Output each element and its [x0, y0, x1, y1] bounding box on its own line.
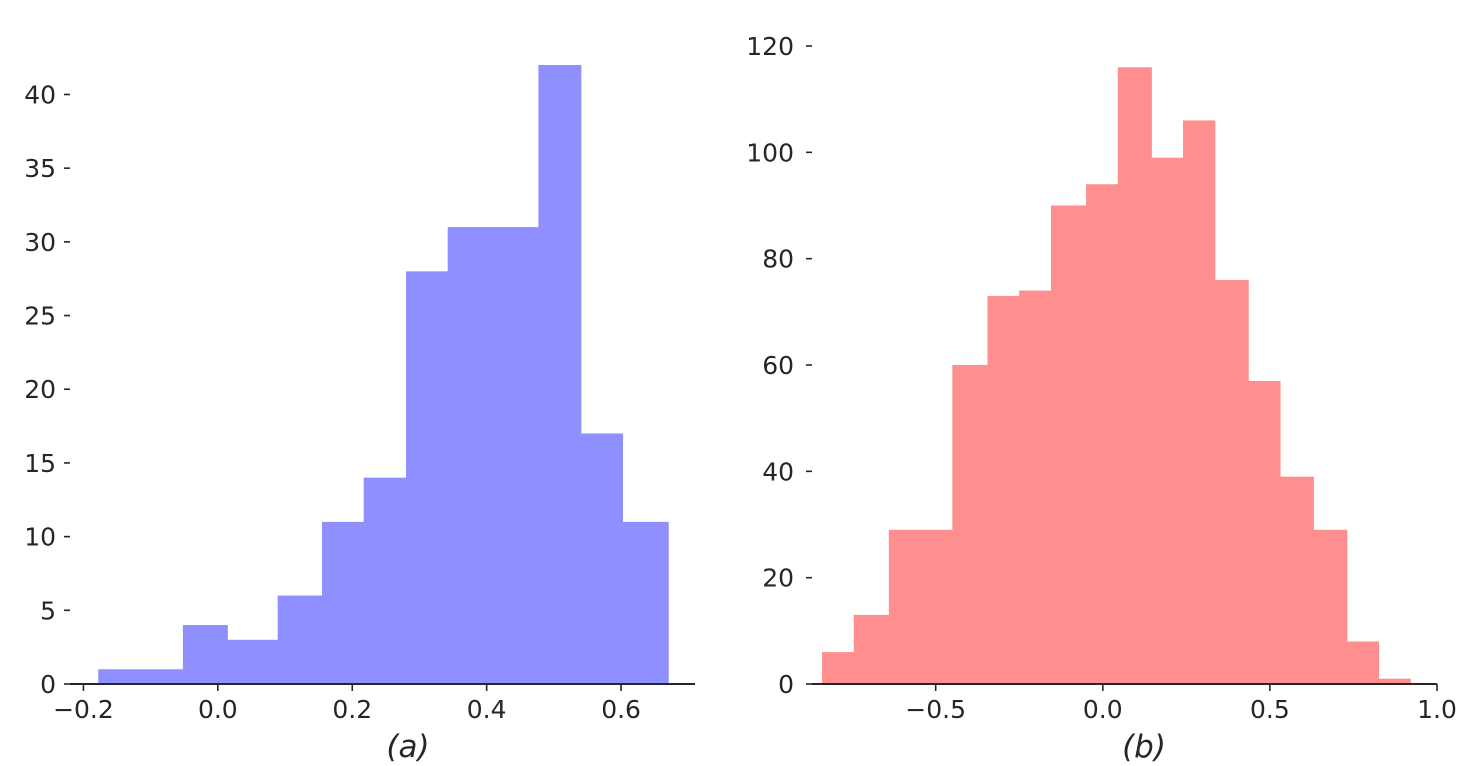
histogram-a-x-tick-label: 0.2 [332, 695, 372, 724]
histogram-b-bar [1019, 290, 1052, 684]
histogram-a-y-tick-label: 0 [40, 670, 56, 699]
histogram-a: −0.2 0.0 0.2 0.4 0.6 0 5 10 15 20 25 30 35 40 (a) [24, 65, 695, 765]
histogram-b-x-tick-label: 0.5 [1250, 695, 1290, 724]
histogram-b-bar [853, 614, 890, 684]
histogram-a-y-tick-label: 25 [24, 302, 56, 331]
histogram-a-y-tick-label: 10 [24, 523, 56, 552]
histogram-b-bar [1050, 205, 1087, 684]
histogram-a-y-tick-label: 30 [24, 228, 56, 257]
histogram-b-y-tick-label: 40 [762, 457, 794, 486]
histogram-b-bar [1279, 476, 1314, 684]
histogram-a-caption: (a) [386, 729, 429, 765]
histogram-a-x-tick-label: 0.6 [601, 695, 641, 724]
histogram-a-y-tick-label: 5 [40, 596, 56, 625]
histogram-b-y-tick-label: 120 [746, 32, 794, 61]
histogram-b-y-tick-label: 80 [762, 245, 794, 274]
histogram-a-y-ticks: 0 5 10 15 20 25 30 35 40 [24, 80, 70, 699]
histogram-a-bar [182, 625, 228, 684]
histogram-a-bar [140, 669, 184, 684]
histogram-b-bar [1086, 184, 1119, 685]
histogram-a-bar [447, 227, 491, 684]
histogram-a-x-tick-label: 0.0 [198, 695, 238, 724]
histogram-b-bar [1378, 678, 1411, 684]
histogram-a-bars [98, 65, 669, 684]
histogram-a-bar [98, 669, 142, 684]
histogram-b: −0.5 0.0 0.5 1.0 0 20 40 60 80 100 120 (b) [746, 32, 1457, 765]
histogram-a-bar [538, 65, 582, 684]
histogram-a-bar [406, 271, 449, 684]
histogram-a-y-tick-label: 15 [24, 449, 56, 478]
histogram-b-y-tick-label: 0 [778, 670, 794, 699]
histogram-a-bar [277, 595, 323, 684]
histogram-a-bar [363, 477, 407, 684]
histogram-a-bar [622, 521, 669, 684]
histogram-b-bar [1313, 529, 1348, 684]
histogram-b-bar [1248, 380, 1281, 684]
histogram-b-x-tick-label: 0.0 [1083, 695, 1123, 724]
histogram-b-bar [1182, 120, 1216, 685]
histogram-a-y-tick-label: 20 [24, 375, 56, 404]
histogram-b-bars [822, 67, 1411, 685]
histogram-a-x-tick-label: −0.2 [53, 695, 114, 724]
histogram-b-bar [888, 529, 953, 684]
histogram-b-bar [987, 295, 1020, 684]
histogram-b-y-tick-label: 100 [746, 138, 794, 167]
histogram-b-bar [952, 365, 989, 684]
histogram-a-y-tick-label: 35 [24, 154, 56, 183]
histogram-b-bar [822, 652, 855, 684]
histogram-b-bar [1214, 279, 1249, 684]
histogram-b-x-ticks: −0.5 0.0 0.5 1.0 [905, 684, 1457, 724]
histogram-a-bar [227, 639, 279, 684]
histogram-b-bar [1346, 641, 1380, 684]
histogram-a-bar [322, 521, 365, 684]
histogram-a-y-tick-label: 40 [24, 80, 56, 109]
histogram-b-caption: (b) [1122, 729, 1166, 765]
histogram-a-bar [490, 227, 540, 684]
histogram-b-bar [1117, 67, 1152, 684]
histogram-b-y-ticks: 0 20 40 60 80 100 120 [746, 32, 812, 699]
histogram-a-bar [580, 433, 624, 684]
histogram-b-bar [1151, 157, 1184, 684]
histogram-b-x-tick-label: 1.0 [1417, 695, 1457, 724]
histogram-a-x-ticks: −0.2 0.0 0.2 0.4 0.6 [53, 684, 641, 724]
histogram-b-y-tick-label: 60 [762, 351, 794, 380]
histogram-b-y-tick-label: 20 [762, 564, 794, 593]
histogram-a-x-tick-label: 0.4 [467, 695, 507, 724]
histogram-b-x-tick-label: −0.5 [905, 695, 966, 724]
